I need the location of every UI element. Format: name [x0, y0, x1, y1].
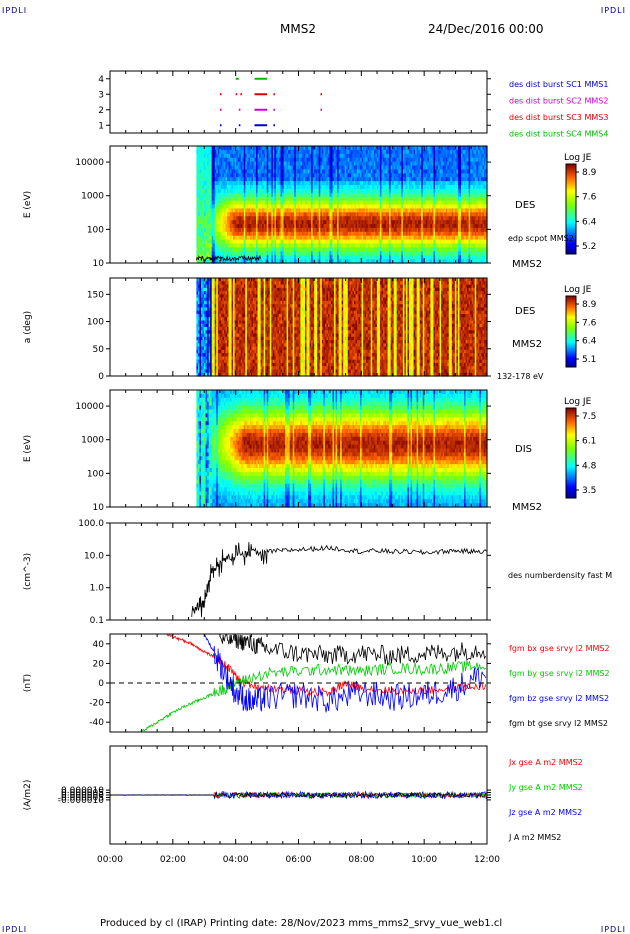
- burst-bar: [220, 124, 222, 126]
- burst-bar: [240, 93, 242, 95]
- burst-bar: [239, 124, 241, 126]
- figure-canvas: 123410100100010000E (eV)050100150a (deg)…: [0, 0, 630, 934]
- burst-bar: [236, 93, 238, 95]
- burst-bar: [255, 78, 268, 80]
- burst-bar: [320, 109, 322, 111]
- burst-bar: [273, 93, 275, 95]
- burst-bar: [239, 109, 241, 111]
- burst-bar: [255, 124, 268, 126]
- burst-bar: [320, 93, 322, 95]
- burst-bar: [273, 109, 275, 111]
- burst-bar: [255, 93, 268, 95]
- burst-bar: [273, 124, 275, 126]
- burst-bar: [220, 109, 222, 111]
- burst-bar: [220, 93, 222, 95]
- burst-bar: [255, 109, 268, 111]
- burst-bar: [236, 78, 239, 80]
